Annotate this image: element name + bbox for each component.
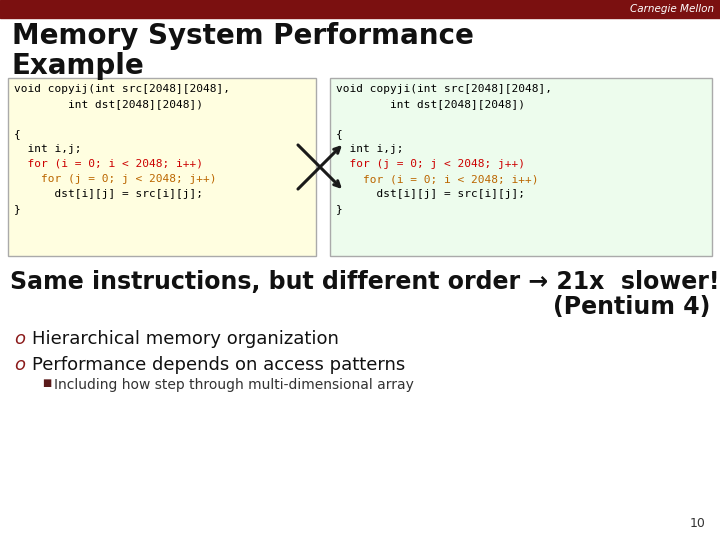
Text: for (i = 0; i < 2048; i++): for (i = 0; i < 2048; i++) bbox=[14, 159, 203, 169]
Text: ■: ■ bbox=[42, 378, 51, 388]
Text: for (j = 0; j < 2048; j++): for (j = 0; j < 2048; j++) bbox=[336, 159, 525, 169]
Text: }: } bbox=[336, 204, 343, 214]
Text: int dst[2048][2048]): int dst[2048][2048]) bbox=[14, 99, 203, 109]
Text: Same instructions, but different order → 21x  slower!: Same instructions, but different order →… bbox=[10, 270, 719, 294]
Text: o: o bbox=[14, 330, 25, 348]
Text: o: o bbox=[14, 356, 25, 374]
Text: Memory System Performance: Memory System Performance bbox=[12, 22, 474, 50]
Text: (Pentium 4): (Pentium 4) bbox=[553, 295, 710, 319]
Text: {: { bbox=[336, 129, 343, 139]
Text: }: } bbox=[14, 204, 21, 214]
Text: Including how step through multi-dimensional array: Including how step through multi-dimensi… bbox=[54, 378, 414, 392]
Text: {: { bbox=[14, 129, 21, 139]
Bar bbox=[0, 0, 720, 18]
Text: void copyji(int src[2048][2048],: void copyji(int src[2048][2048], bbox=[336, 84, 552, 94]
Text: for (j = 0; j < 2048; j++): for (j = 0; j < 2048; j++) bbox=[14, 174, 217, 184]
Text: Performance depends on access patterns: Performance depends on access patterns bbox=[32, 356, 405, 374]
Text: int dst[2048][2048]): int dst[2048][2048]) bbox=[336, 99, 525, 109]
Text: Hierarchical memory organization: Hierarchical memory organization bbox=[32, 330, 339, 348]
Text: Example: Example bbox=[12, 52, 145, 80]
Text: dst[i][j] = src[i][j];: dst[i][j] = src[i][j]; bbox=[14, 189, 203, 199]
Bar bbox=[8, 78, 316, 256]
Text: Carnegie Mellon: Carnegie Mellon bbox=[630, 4, 714, 14]
Bar bbox=[330, 78, 712, 256]
Text: void copyij(int src[2048][2048],: void copyij(int src[2048][2048], bbox=[14, 84, 230, 94]
Text: int i,j;: int i,j; bbox=[14, 144, 81, 154]
Text: 10: 10 bbox=[690, 517, 706, 530]
Text: for (i = 0; i < 2048; i++): for (i = 0; i < 2048; i++) bbox=[336, 174, 539, 184]
Text: int i,j;: int i,j; bbox=[336, 144, 403, 154]
Text: dst[i][j] = src[i][j];: dst[i][j] = src[i][j]; bbox=[336, 189, 525, 199]
